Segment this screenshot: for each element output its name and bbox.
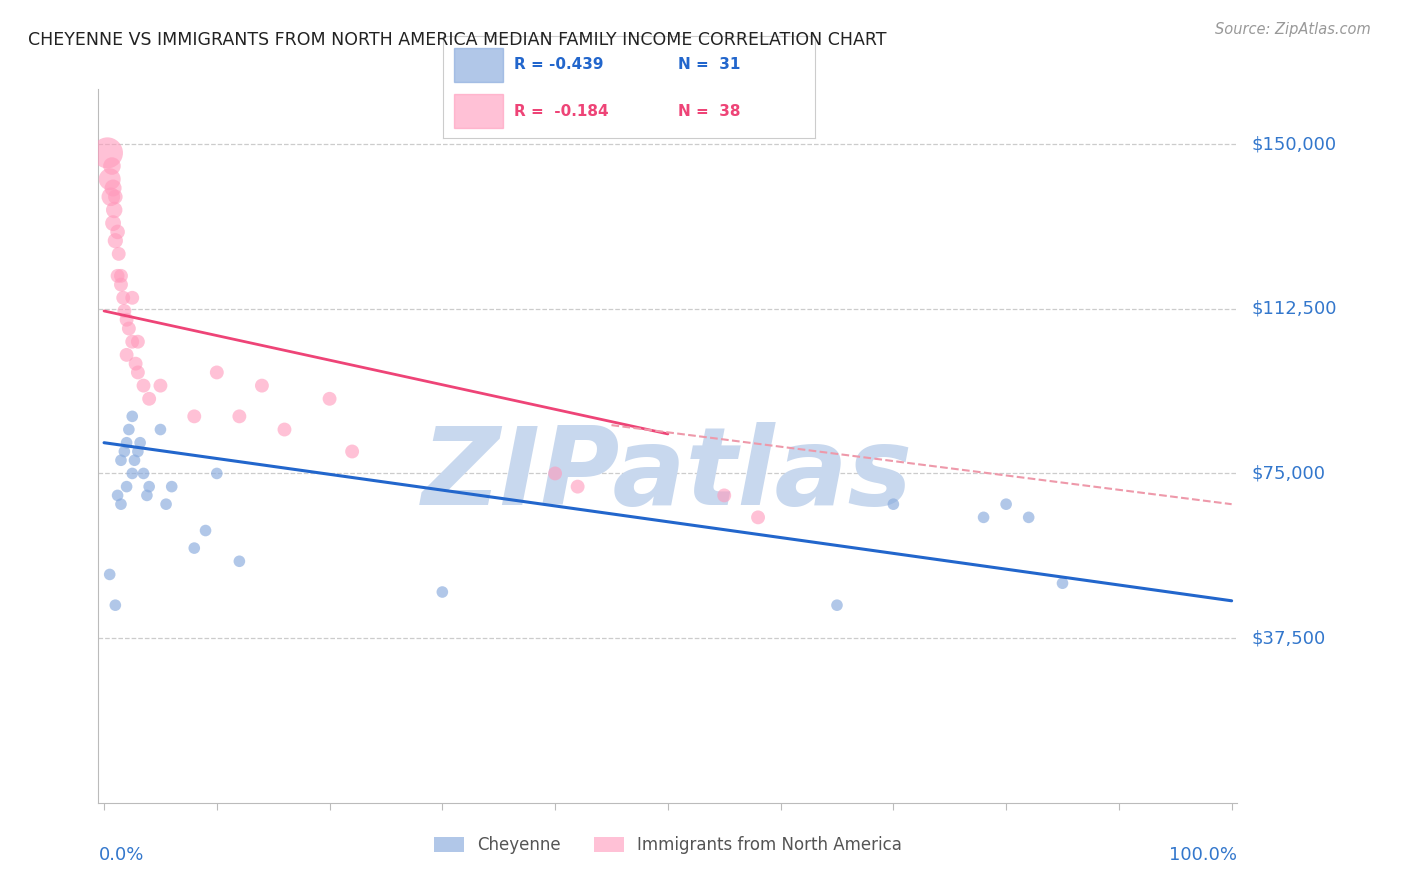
Point [825,598,848,612]
Point [118,321,141,335]
Point [544,467,567,481]
Point [100,190,122,204]
Point [135,488,157,502]
Text: $112,500: $112,500 [1251,300,1337,318]
Text: $37,500: $37,500 [1251,629,1326,647]
Point [96,145,118,160]
Point [110,268,132,283]
Point [101,181,124,195]
Point [747,510,769,524]
Point [160,480,183,494]
Point [1052,576,1074,591]
Point [432,585,454,599]
Text: R = -0.439: R = -0.439 [513,57,603,72]
Text: 100.0%: 100.0% [1170,846,1237,863]
Text: 0.0%: 0.0% [98,846,143,863]
Point [228,554,250,568]
Text: $75,000: $75,000 [1251,465,1326,483]
Point [273,423,295,437]
Text: $150,000: $150,000 [1251,135,1336,153]
Point [115,348,138,362]
Point [995,497,1018,511]
Text: ZIPatlas: ZIPatlas [422,422,914,527]
Bar [454,48,502,82]
Text: N =  38: N = 38 [678,103,740,119]
Text: R =  -0.184: R = -0.184 [513,103,609,119]
Point [115,435,138,450]
Point [138,480,160,494]
Point [149,423,172,437]
Point [1018,510,1040,524]
Point [104,598,127,612]
Point [713,488,735,502]
Point [124,357,146,371]
Point [124,453,146,467]
Point [129,435,152,450]
Text: Source: ZipAtlas.com: Source: ZipAtlas.com [1215,22,1371,37]
Point [183,409,205,424]
Point [98,172,121,186]
Point [101,216,124,230]
Point [107,488,129,502]
Point [103,202,125,217]
Point [115,480,138,494]
Point [567,480,589,494]
Point [155,497,177,511]
Point [118,423,141,437]
Point [183,541,205,555]
Point [121,467,143,481]
Point [340,444,363,458]
Point [121,334,143,349]
Text: N =  31: N = 31 [678,57,740,72]
Point [318,392,340,406]
Point [882,497,904,511]
Point [112,291,135,305]
Point [138,392,160,406]
Text: CHEYENNE VS IMMIGRANTS FROM NORTH AMERICA MEDIAN FAMILY INCOME CORRELATION CHART: CHEYENNE VS IMMIGRANTS FROM NORTH AMERIC… [28,31,887,49]
Point [205,366,228,380]
Point [250,378,273,392]
Bar [454,95,502,128]
Point [110,453,132,467]
Point [104,234,127,248]
Point [112,304,135,318]
Point [132,467,155,481]
Point [121,409,143,424]
Point [127,334,149,349]
Point [194,524,217,538]
Point [149,378,172,392]
Point [973,510,995,524]
Point [107,247,129,261]
Point [104,190,127,204]
Point [127,444,149,458]
Point [107,268,129,283]
Point [107,225,129,239]
Point [121,291,143,305]
Point [110,497,132,511]
Point [132,378,155,392]
Point [205,467,228,481]
Point [110,277,132,292]
Point [115,312,138,326]
Point [228,409,250,424]
Point [98,567,121,582]
Legend: Cheyenne, Immigrants from North America: Cheyenne, Immigrants from North America [425,828,911,863]
Point [101,159,124,173]
Point [112,444,135,458]
Point [127,366,149,380]
